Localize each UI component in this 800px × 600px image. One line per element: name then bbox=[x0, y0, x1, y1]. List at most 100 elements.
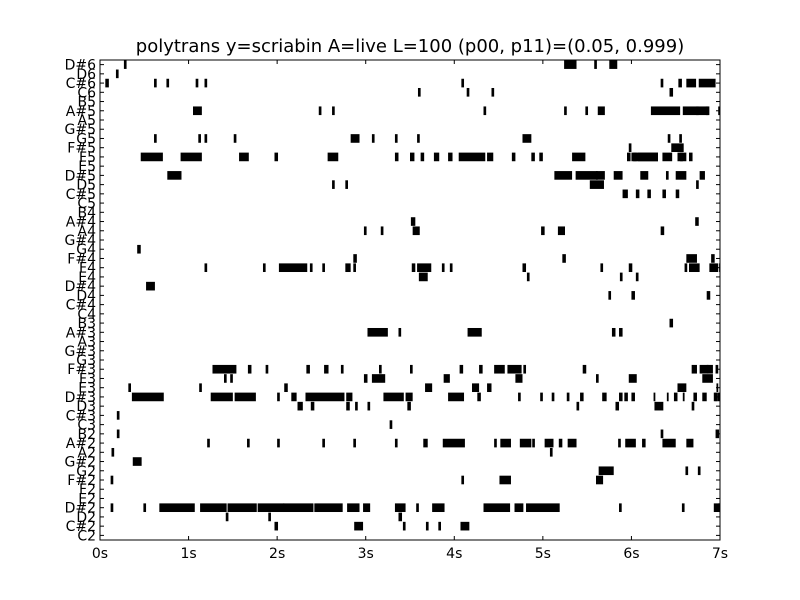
note-f4-115 bbox=[628, 263, 633, 273]
note-f5-68 bbox=[689, 152, 693, 162]
note-f5-67 bbox=[680, 152, 687, 162]
note-ds6-3 bbox=[123, 60, 127, 69]
note-ds3-186 bbox=[580, 392, 584, 402]
note-ds5-72 bbox=[575, 171, 598, 180]
note-g5-38 bbox=[394, 134, 398, 143]
note-as4-89 bbox=[410, 217, 416, 226]
note-as2-231 bbox=[618, 438, 621, 448]
note-as2-229 bbox=[558, 438, 563, 448]
ytick-label-gs5: G#5 bbox=[65, 122, 97, 138]
note-as5-24 bbox=[564, 106, 567, 116]
note-f5-58 bbox=[531, 152, 535, 162]
note-as3-130 bbox=[467, 327, 482, 337]
note-as5-20 bbox=[193, 106, 202, 116]
note-a4-96 bbox=[660, 226, 665, 236]
note-cs2-273 bbox=[402, 521, 406, 531]
note-ds2-254 bbox=[347, 503, 360, 513]
ytick-label-a5: A5 bbox=[78, 113, 96, 129]
note-g5-35 bbox=[233, 134, 237, 143]
note-fs3-134 bbox=[212, 364, 237, 374]
xtick-label-1: 1s bbox=[180, 546, 196, 562]
note-f4-116 bbox=[684, 263, 688, 273]
note-fs3-139 bbox=[340, 364, 344, 374]
note-cs6-12 bbox=[686, 78, 697, 88]
ytick-label-ds6: D#6 bbox=[65, 58, 97, 74]
note-f4-105 bbox=[309, 263, 313, 273]
ytick-label-a3: A3 bbox=[78, 335, 96, 351]
note-ds3-182 bbox=[518, 392, 521, 402]
note-c6-18 bbox=[491, 87, 495, 97]
note-d3-205 bbox=[367, 401, 371, 411]
note-fs3-140 bbox=[379, 364, 382, 374]
note-d3-208 bbox=[615, 401, 620, 411]
note-ds2-252 bbox=[283, 503, 314, 513]
note-ds2-263 bbox=[681, 503, 685, 513]
note-f4-114 bbox=[600, 263, 604, 273]
note-ds3-177 bbox=[346, 392, 353, 402]
note-ds5-76 bbox=[665, 171, 669, 180]
note-fs3-148 bbox=[699, 364, 713, 374]
note-d2-269 bbox=[268, 512, 271, 522]
note-g4-97 bbox=[137, 244, 141, 254]
note-as5-31 bbox=[696, 106, 699, 116]
ytick-label-d4: D4 bbox=[76, 288, 96, 304]
note-fs4-99 bbox=[562, 254, 566, 263]
note-c6-17 bbox=[466, 87, 470, 97]
note-g5-41 bbox=[679, 134, 682, 143]
ytick-label-as2: A#2 bbox=[66, 436, 96, 452]
note-ds5-70 bbox=[167, 171, 182, 180]
note-f4-104 bbox=[278, 263, 308, 273]
note-cs5-84 bbox=[622, 189, 628, 199]
ytick-label-a2: A2 bbox=[78, 445, 96, 461]
note-cs2-275 bbox=[438, 521, 441, 531]
note-g2-239 bbox=[598, 466, 614, 476]
note-cs2-276 bbox=[460, 521, 470, 531]
note-e3-167 bbox=[472, 383, 480, 393]
note-f3-158 bbox=[515, 374, 523, 383]
note-as2-224 bbox=[494, 438, 497, 448]
note-ds5-75 bbox=[640, 171, 649, 180]
note-a4-95 bbox=[557, 226, 565, 236]
note-d3-203 bbox=[346, 401, 350, 411]
note-f5-51 bbox=[410, 152, 415, 162]
note-fs3-137 bbox=[306, 364, 310, 374]
note-ds2-256 bbox=[394, 503, 406, 513]
note-ds2-248 bbox=[159, 503, 195, 513]
note-d3-204 bbox=[355, 401, 358, 411]
ytick-label-gs4: G#4 bbox=[65, 233, 97, 249]
xtick-label-0: 0s bbox=[92, 546, 108, 562]
note-fs3-142 bbox=[459, 364, 464, 374]
note-e3-168 bbox=[487, 383, 492, 393]
note-d2-270 bbox=[398, 512, 403, 522]
note-d5-81 bbox=[345, 180, 348, 189]
note-d5-82 bbox=[589, 180, 604, 189]
note-cs6-7 bbox=[166, 78, 170, 88]
note-ds3-184 bbox=[551, 392, 555, 402]
note-fs3-143 bbox=[479, 364, 483, 374]
ytick-label-cs5: C#5 bbox=[66, 187, 96, 203]
note-e3-165 bbox=[284, 383, 288, 393]
note-cs6-15 bbox=[660, 78, 664, 88]
note-e4-121 bbox=[526, 272, 530, 282]
ytick-label-as4: A#4 bbox=[66, 215, 96, 231]
note-ds5-71 bbox=[554, 171, 573, 180]
note-f5-60 bbox=[572, 152, 586, 162]
note-as2-221 bbox=[394, 438, 398, 448]
ytick-label-d5: D5 bbox=[76, 178, 96, 194]
note-ds5-77 bbox=[675, 171, 687, 180]
note-as4-90 bbox=[695, 217, 699, 226]
note-as5-27 bbox=[650, 106, 681, 116]
note-f5-45 bbox=[140, 152, 163, 162]
note-fs3-138 bbox=[324, 364, 329, 374]
note-ds3-185 bbox=[566, 392, 570, 402]
note-fs5-44 bbox=[628, 143, 632, 153]
ytick-label-ds5: D#5 bbox=[65, 168, 96, 184]
note-fs2-242 bbox=[110, 475, 114, 485]
note-fs3-146 bbox=[523, 364, 527, 374]
note-g5-40 bbox=[522, 134, 532, 143]
note-f5-46 bbox=[180, 152, 202, 162]
ytick-label-b5: B5 bbox=[77, 95, 96, 111]
ytick-label-ds3: D#3 bbox=[65, 390, 96, 406]
note-ds3-173 bbox=[234, 392, 256, 402]
note-ds5-73 bbox=[596, 171, 605, 180]
